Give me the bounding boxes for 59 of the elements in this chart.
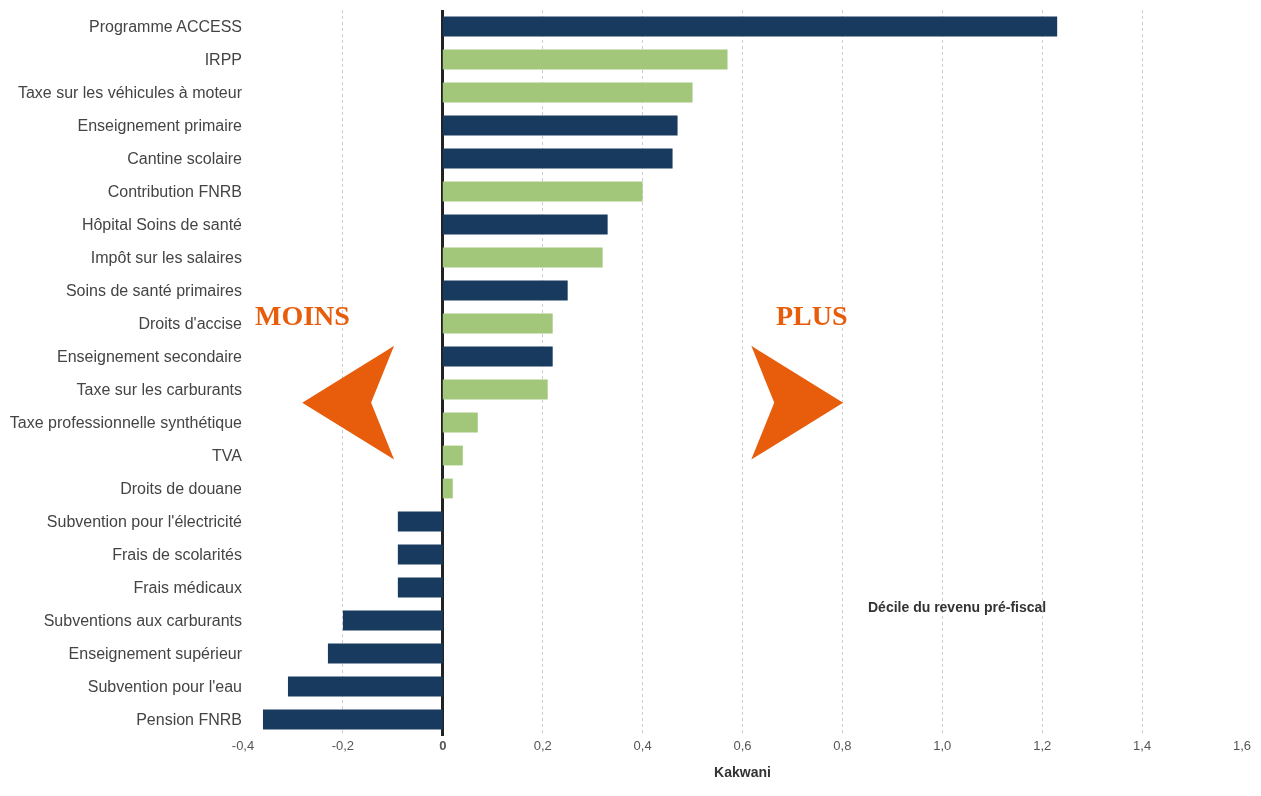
y-tick-label: Taxe professionnelle synthétique [9, 414, 243, 432]
bar [327, 643, 443, 664]
y-tick-label: Enseignement secondaire [56, 348, 243, 366]
x-tick-label: 1,0 [933, 738, 952, 753]
annotation: Décile du revenu pré-fiscal [868, 599, 1047, 615]
x-tick-label: 0 [439, 738, 447, 753]
y-tick-label: IRPP [204, 51, 242, 69]
bar [442, 16, 1058, 37]
bar [442, 346, 553, 367]
x-tick-label: -0,4 [231, 738, 255, 753]
bar [442, 214, 608, 235]
y-tick-label: Cantine scolaire [127, 150, 243, 168]
y-tick-label: Droits d'accise [138, 315, 243, 333]
y-tick-label: Subvention pour l'électricité [46, 513, 243, 531]
y-tick-label: Enseignement supérieur [68, 645, 243, 663]
y-tick-label: Taxe sur les carburants [76, 381, 242, 399]
bar [442, 49, 728, 70]
x-tick-label: 1,2 [1033, 738, 1052, 753]
bar [397, 511, 443, 532]
bar [397, 544, 443, 565]
y-tick-label: Contribution FNRB [107, 183, 242, 201]
y-tick-label: Enseignement primaire [77, 117, 243, 135]
bar [442, 115, 678, 136]
x-tick-label: 0,6 [733, 738, 752, 753]
x-tick-label: -0,2 [331, 738, 355, 753]
x-tick-label: 0,2 [533, 738, 552, 753]
y-tick-label: Frais de scolarités [112, 546, 242, 564]
bar [397, 577, 443, 598]
y-tick-label: Soins de santé primaires [65, 282, 242, 300]
bar [442, 412, 478, 433]
x-tick-label: 1,6 [1232, 738, 1252, 753]
annotation: MOINS [255, 300, 350, 331]
bar [342, 610, 443, 631]
y-tick-label: Subvention pour l'eau [87, 678, 242, 696]
bar [442, 478, 453, 499]
y-tick-label: Hôpital Soins de santé [81, 216, 243, 234]
y-tick-label: Pension FNRB [136, 711, 242, 729]
bar [442, 379, 548, 400]
bar [442, 313, 553, 334]
y-tick-label: Frais médicaux [133, 579, 242, 597]
y-tick-label: TVA [212, 447, 243, 465]
x-tick-label: 1,4 [1133, 738, 1152, 753]
x-axis-title: Kakwani [714, 764, 771, 781]
x-tick-label: 0,4 [633, 738, 652, 753]
x-tick-label: 0,8 [833, 738, 852, 753]
bar [442, 247, 603, 268]
bar [262, 709, 443, 730]
bar [442, 280, 568, 301]
y-tick-label: Programme ACCESS [89, 18, 242, 36]
y-tick-label: Impôt sur les salaires [90, 249, 242, 267]
annotation: PLUS [776, 300, 848, 331]
bar [442, 181, 643, 202]
bar [287, 676, 443, 697]
bar [442, 445, 463, 466]
bar [442, 148, 673, 169]
y-tick-label: Droits de douane [120, 480, 243, 498]
bar [442, 82, 693, 103]
y-tick-label: Taxe sur les véhicules à moteur [17, 84, 243, 102]
y-tick-label: Subventions aux carburants [43, 612, 242, 630]
